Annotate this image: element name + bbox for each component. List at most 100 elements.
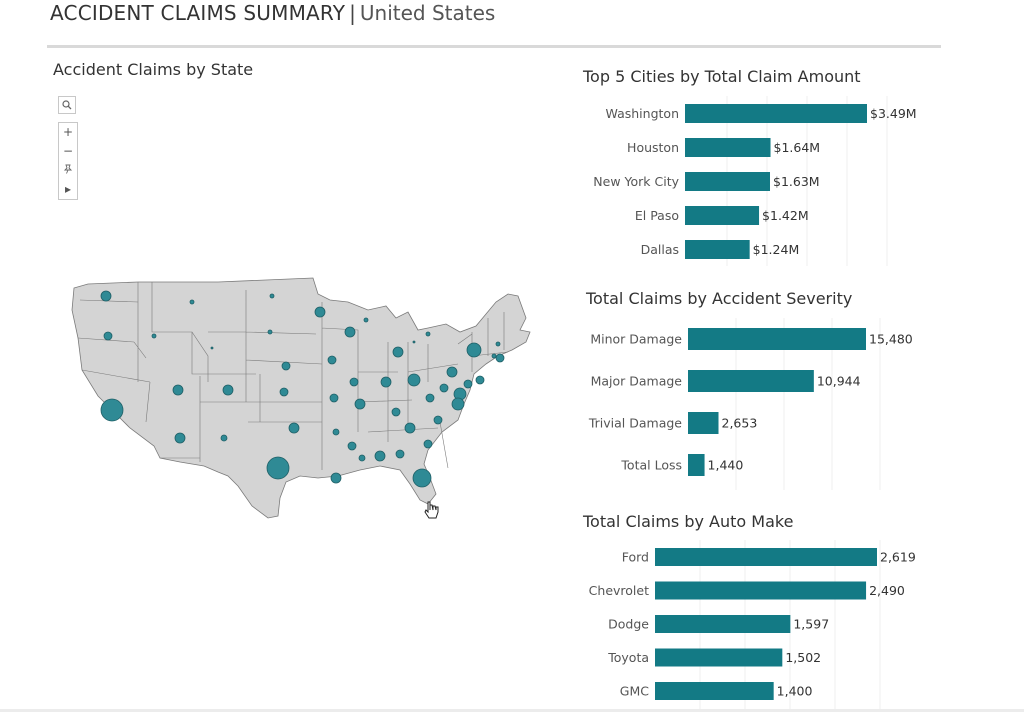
state-bubble[interactable] [425, 331, 431, 337]
state-bubble[interactable] [439, 383, 449, 393]
state-bubble[interactable] [412, 340, 416, 344]
bar-houston[interactable] [685, 138, 771, 157]
state-bubble[interactable] [349, 377, 359, 387]
expand-toolbar-button[interactable]: ▸ [59, 180, 77, 199]
state-bubble[interactable] [391, 407, 401, 417]
state-bubble[interactable] [395, 449, 405, 459]
state-bubble[interactable] [433, 415, 443, 425]
value-label: $1.63M [773, 174, 820, 189]
map-title: Accident Claims by State [53, 60, 254, 79]
pin-map-button[interactable] [59, 161, 77, 180]
value-label: 2,490 [869, 583, 905, 598]
auto-make-bar-chart: Ford 2,619 Chevrolet 2,490 Dodge 1,597 Toyota 1… [589, 540, 916, 710]
state-bubble[interactable] [267, 329, 273, 335]
category-label: New York City [593, 174, 679, 189]
category-label: Major Damage [591, 374, 683, 389]
state-bubble[interactable] [100, 290, 112, 302]
value-label: 1,597 [793, 617, 829, 632]
search-icon [62, 100, 72, 110]
bar-dallas[interactable] [685, 240, 750, 259]
state-bubble[interactable] [281, 361, 291, 371]
bar-chevrolet[interactable] [655, 581, 867, 600]
category-label: GMC [620, 684, 649, 699]
category-label: Dodge [608, 617, 649, 632]
us-claims-map [71, 277, 531, 519]
state-bubble[interactable] [423, 439, 433, 449]
map-search-button[interactable] [58, 96, 76, 114]
state-bubble[interactable] [220, 434, 228, 442]
dashboard-title-main: ACCIDENT CLAIMS SUMMARY [50, 1, 346, 25]
bar-total-loss[interactable] [688, 454, 705, 476]
value-label: 1,400 [777, 684, 813, 699]
state-bubble[interactable] [103, 331, 113, 341]
state-bubble[interactable] [266, 456, 290, 480]
bar-ford[interactable] [655, 548, 877, 566]
state-bubble[interactable] [222, 384, 234, 396]
state-bubble[interactable] [347, 441, 357, 451]
state-bubble[interactable] [210, 346, 214, 350]
state-bubble[interactable] [269, 293, 275, 299]
value-label: 2,653 [722, 416, 758, 431]
dashboard-title: ACCIDENT CLAIMS SUMMARY | United States [50, 0, 495, 28]
bar-gmc[interactable] [655, 682, 774, 700]
state-bubble[interactable] [404, 422, 416, 434]
state-bubble[interactable] [412, 468, 432, 488]
bar-new-york-city[interactable] [685, 172, 771, 191]
category-label: Toyota [607, 650, 649, 665]
state-bubble[interactable] [151, 333, 157, 339]
top-cities-bar-chart: Washington $3.49M Houston $1.64M New York Ci… [593, 96, 917, 266]
value-label: $1.24M [753, 242, 800, 257]
value-label: 2,619 [880, 550, 916, 565]
state-bubble[interactable] [407, 373, 421, 387]
state-bubble[interactable] [495, 341, 501, 347]
state-bubble[interactable] [491, 353, 497, 359]
state-bubble[interactable] [374, 450, 386, 462]
state-bubble[interactable] [344, 326, 356, 338]
bar-dodge[interactable] [655, 615, 791, 633]
state-bubble[interactable] [189, 299, 195, 305]
state-bubble[interactable] [314, 306, 326, 318]
state-bubble[interactable] [174, 432, 186, 444]
bar-trivial-damage[interactable] [688, 412, 719, 434]
state-bubble[interactable] [172, 384, 184, 396]
dashboard-subtitle: United States [359, 1, 496, 25]
title-separator: | [349, 1, 356, 25]
bottom-divider [0, 709, 1024, 712]
value-label: 10,944 [817, 374, 861, 389]
state-bubble[interactable] [495, 353, 505, 363]
bar-washington[interactable] [685, 104, 867, 123]
state-bubble[interactable] [358, 454, 366, 462]
state-bubble[interactable] [425, 393, 435, 403]
category-label: El Paso [635, 208, 679, 223]
category-label: Houston [627, 140, 679, 155]
value-label: $1.42M [762, 208, 809, 223]
category-label: Total Loss [620, 458, 682, 473]
zoom-out-button[interactable]: − [59, 142, 77, 161]
bar-toyota[interactable] [655, 648, 783, 667]
state-bubble[interactable] [330, 472, 342, 484]
state-bubble[interactable] [354, 398, 366, 410]
state-bubble[interactable] [279, 387, 289, 397]
state-bubble[interactable] [446, 366, 458, 378]
state-bubble[interactable] [466, 342, 482, 358]
state-bubble[interactable] [327, 355, 337, 365]
state-bubble[interactable] [100, 398, 124, 422]
value-label: 15,480 [869, 332, 913, 347]
state-bubble[interactable] [288, 422, 300, 434]
state-bubble[interactable] [363, 317, 369, 323]
state-bubble[interactable] [392, 346, 404, 358]
state-bubble[interactable] [380, 376, 392, 388]
state-bubble[interactable] [451, 397, 465, 411]
state-bubble[interactable] [332, 428, 340, 436]
bar-el-paso[interactable] [685, 206, 760, 225]
value-label: $3.49M [870, 106, 917, 121]
map-zoom-controls: + − ▸ [58, 122, 78, 200]
state-bubble[interactable] [463, 379, 473, 389]
state-bubble[interactable] [329, 393, 339, 403]
state-bubble[interactable] [475, 375, 485, 385]
bar-major-damage[interactable] [688, 370, 814, 392]
hand-cursor-icon [424, 501, 439, 519]
zoom-in-button[interactable]: + [59, 123, 77, 142]
severity-bar-chart: Minor Damage 15,480 Major Damage 10,944 Triv… [588, 318, 913, 490]
bar-minor-damage[interactable] [688, 328, 866, 350]
